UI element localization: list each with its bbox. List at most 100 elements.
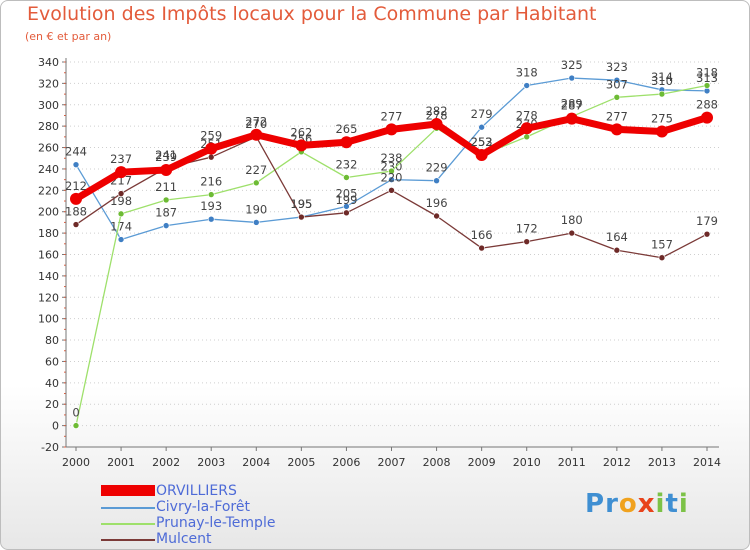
- data-point: [343, 209, 350, 217]
- data-label: 323: [606, 60, 628, 74]
- data-label: 318: [516, 66, 538, 80]
- x-tick-label: 2011: [558, 456, 586, 469]
- logo-letter: i: [678, 489, 689, 519]
- legend-item-prunay: Prunay-le-Temple: [156, 515, 276, 531]
- data-label: 199: [335, 193, 357, 207]
- data-point: [658, 254, 666, 262]
- data-point: [478, 244, 485, 252]
- data-point: [388, 167, 395, 175]
- x-tick-label: 2002: [152, 456, 180, 469]
- data-label: 232: [335, 158, 357, 172]
- data-label: 205: [335, 186, 357, 200]
- x-tick-label: 2008: [423, 456, 451, 469]
- data-label: 238: [381, 151, 403, 165]
- x-tick-label: 2010: [513, 456, 541, 469]
- data-label: 278: [516, 108, 538, 122]
- data-point: [610, 123, 623, 136]
- y-tick-label: 220: [38, 184, 59, 197]
- data-label: 179: [696, 214, 718, 228]
- y-tick-label: 260: [38, 142, 59, 155]
- data-point: [565, 112, 578, 125]
- data-label: 270: [245, 117, 267, 131]
- x-tick-label: 2000: [62, 456, 90, 469]
- y-tick-label: 80: [45, 334, 59, 347]
- data-label: 220: [381, 170, 403, 184]
- x-tick-label: 2012: [603, 456, 631, 469]
- logo-letter: r: [605, 489, 619, 519]
- data-point: [703, 230, 711, 238]
- legend-line-mulcent: [101, 539, 155, 541]
- data-point: [115, 166, 128, 179]
- legend-item-mulcent: Mulcent: [156, 531, 212, 547]
- data-point: [523, 238, 531, 245]
- data-label: 288: [696, 98, 718, 112]
- data-point: [252, 179, 260, 187]
- data-point: [70, 192, 82, 205]
- data-label: 277: [606, 109, 628, 123]
- data-point: [117, 190, 125, 197]
- data-point: [252, 219, 260, 226]
- x-tick-label: 2014: [693, 456, 721, 469]
- y-tick-label: 60: [45, 355, 59, 368]
- data-point: [613, 76, 621, 84]
- data-label: 275: [651, 112, 673, 126]
- data-point: [72, 221, 80, 228]
- data-label: 239: [155, 150, 177, 164]
- data-label: 241: [155, 148, 177, 162]
- y-tick-label: 40: [45, 377, 59, 390]
- data-label: 229: [426, 161, 448, 175]
- data-label: 289: [561, 97, 583, 111]
- data-point: [343, 174, 350, 181]
- x-tick-label: 2006: [332, 456, 360, 469]
- chart-title: Evolution des Impôts locaux pour la Comm…: [27, 3, 597, 25]
- data-point: [160, 164, 173, 177]
- y-tick-label: 100: [38, 313, 59, 326]
- data-label: 211: [155, 180, 177, 194]
- data-point: [117, 236, 125, 243]
- data-label: 196: [426, 196, 448, 210]
- data-label: 287: [561, 99, 583, 113]
- data-point: [388, 187, 395, 194]
- data-point: [298, 213, 305, 221]
- data-label: 282: [426, 104, 448, 118]
- data-label: 259: [200, 129, 222, 143]
- data-label: 265: [335, 122, 357, 136]
- data-point: [703, 82, 711, 89]
- data-label: 252: [471, 135, 493, 149]
- data-point: [72, 422, 80, 429]
- data-label: 172: [516, 222, 538, 236]
- data-label: 216: [200, 175, 222, 189]
- y-tick-label: 280: [38, 120, 59, 133]
- data-point: [205, 142, 218, 155]
- data-label: 310: [651, 74, 673, 88]
- data-label: 180: [561, 213, 583, 227]
- data-point: [340, 136, 353, 149]
- data-label: 227: [245, 163, 267, 177]
- data-point: [658, 90, 666, 98]
- y-tick-label: 200: [38, 206, 59, 219]
- x-tick-label: 2013: [648, 456, 676, 469]
- logo-letter: t: [665, 489, 679, 519]
- data-point: [523, 133, 531, 141]
- data-label: 278: [426, 108, 448, 122]
- data-label: 237: [110, 152, 132, 166]
- logo-letter: x: [637, 489, 656, 519]
- data-label: 187: [155, 206, 177, 220]
- y-tick-label: 180: [38, 227, 59, 240]
- data-label: 272: [245, 115, 267, 129]
- x-tick-label: 2007: [378, 456, 406, 469]
- data-point: [207, 215, 215, 223]
- data-point: [343, 203, 350, 210]
- x-tick-label: 2005: [287, 456, 315, 469]
- data-point: [655, 125, 668, 138]
- y-tick-label: 240: [38, 163, 59, 176]
- data-point: [568, 229, 576, 237]
- data-label: 279: [471, 107, 493, 121]
- data-label: 230: [381, 160, 403, 174]
- data-point: [520, 122, 533, 135]
- data-point: [295, 139, 308, 152]
- data-point: [250, 128, 263, 141]
- data-point: [475, 149, 488, 162]
- data-label: 212: [65, 179, 87, 193]
